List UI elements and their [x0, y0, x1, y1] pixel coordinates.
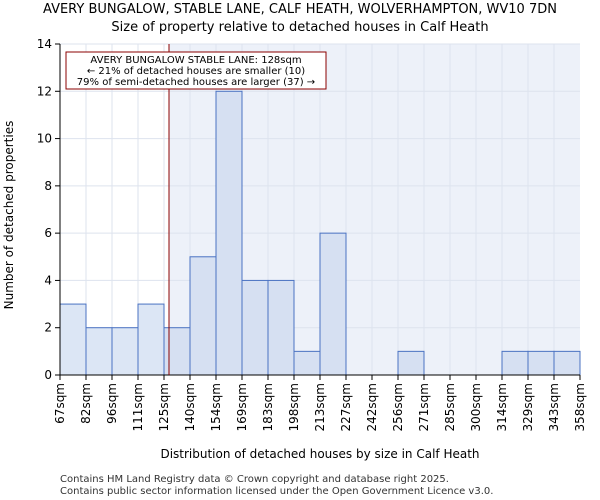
bar — [241, 279, 269, 376]
chart-title: AVERY BUNGALOW, STABLE LANE, CALF HEATH,… — [43, 2, 557, 17]
bar — [59, 303, 87, 376]
bar — [85, 327, 113, 376]
plot-area: 0 2 4 6 8 10 12 14 67sqm 82sqm 96sqm 111sqm 125sqm 14… — [37, 37, 587, 431]
y-tick-label: 8 — [44, 179, 52, 193]
x-tick-label: 213sqm — [313, 383, 327, 431]
bar — [267, 279, 295, 376]
y-tick-label: 10 — [37, 132, 52, 146]
x-tick-label: 82sqm — [79, 383, 93, 424]
x-tick-label: 358sqm — [573, 383, 587, 431]
y-tick-label: 0 — [44, 368, 52, 382]
x-tick-label: 314sqm — [495, 383, 509, 431]
annotation-box — [65, 51, 327, 90]
chart-subtitle: Size of property relative to detached ho… — [111, 20, 488, 35]
x-tick-label: 183sqm — [261, 383, 275, 431]
bar — [111, 327, 139, 376]
y-tick-label: 12 — [37, 84, 52, 98]
footer-line-1: Contains HM Land Registry data © Crown c… — [60, 474, 449, 485]
x-tick-label: 169sqm — [235, 383, 249, 431]
x-tick-label: 140sqm — [183, 383, 197, 431]
bar — [527, 350, 555, 376]
bar — [215, 90, 243, 376]
x-tick-label: 154sqm — [209, 383, 223, 431]
bar — [319, 232, 347, 376]
annotation-line: AVERY BUNGALOW STABLE LANE: 128sqm — [90, 55, 301, 66]
bar — [189, 256, 217, 376]
bar — [501, 350, 529, 376]
x-tick-label: 300sqm — [469, 383, 483, 431]
y-tick-label: 4 — [44, 273, 52, 287]
x-tick-label: 111sqm — [131, 383, 145, 431]
y-tick-label: 2 — [44, 321, 52, 335]
x-tick-label: 67sqm — [53, 383, 67, 424]
y-axis-label: Number of detached properties — [2, 121, 16, 310]
bar — [163, 327, 191, 376]
x-tick-label: 329sqm — [521, 383, 535, 431]
x-tick-label: 256sqm — [391, 383, 405, 431]
bar — [293, 350, 321, 376]
bar — [397, 350, 425, 376]
x-tick-label: 125sqm — [157, 383, 171, 431]
bar — [553, 350, 581, 376]
y-tick-label: 14 — [37, 37, 52, 51]
y-tick-label: 6 — [44, 226, 52, 240]
bar — [137, 303, 165, 376]
x-tick-label: 343sqm — [547, 383, 561, 431]
x-tick-label: 271sqm — [417, 383, 431, 431]
x-tick-label: 96sqm — [105, 383, 119, 424]
x-tick-label: 285sqm — [443, 383, 457, 431]
footer-line-2: Contains public sector information licen… — [60, 486, 493, 497]
x-axis-label: Distribution of detached houses by size … — [160, 447, 479, 461]
x-tick-label: 227sqm — [339, 383, 353, 431]
x-tick-label: 242sqm — [365, 383, 379, 431]
annotation-line: 79% of semi-detached houses are larger (… — [77, 77, 315, 88]
x-tick-label: 198sqm — [287, 383, 301, 431]
annotation-line: ← 21% of detached houses are smaller (10… — [87, 66, 305, 77]
